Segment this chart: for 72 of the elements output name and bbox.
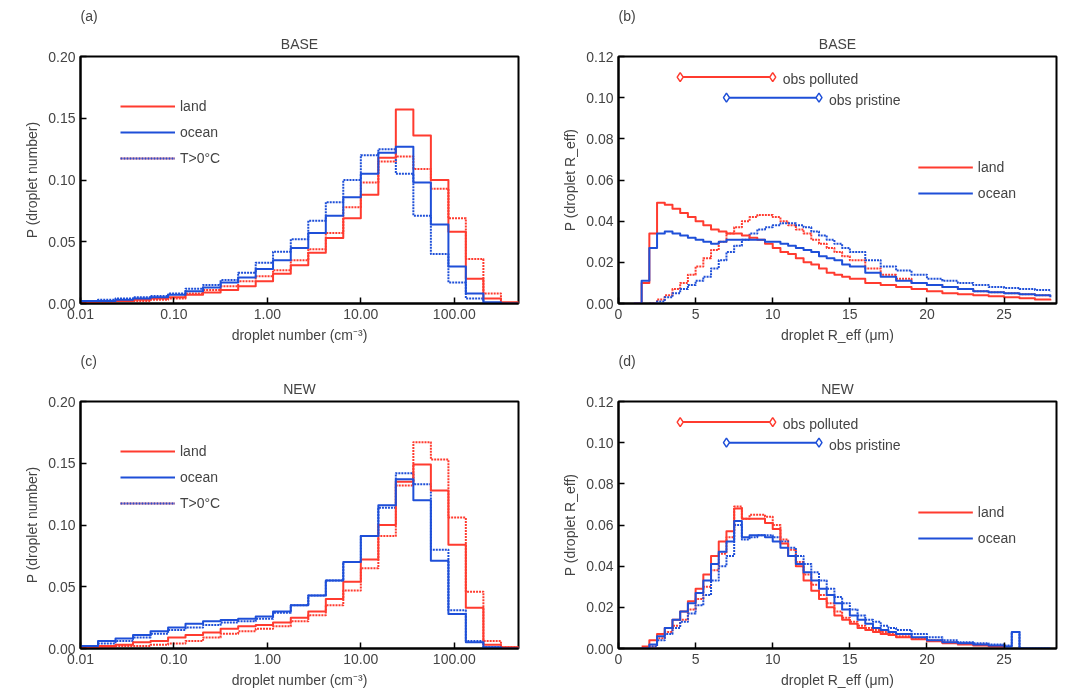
chart-title: BASE <box>818 35 857 52</box>
x-tick-label: 25 <box>996 305 1013 322</box>
y-tick-label: 0.05 <box>48 578 76 595</box>
chart-subtitle: (c) <box>80 352 97 369</box>
x-tick-label: 1.00 <box>253 305 282 322</box>
series-label: obs polluted <box>782 71 859 88</box>
x-tick-label: 20 <box>919 305 935 322</box>
x-tick-label: 10.00 <box>343 305 379 322</box>
y-tick-label: 0.06 <box>586 517 614 533</box>
x-tick-label: 10.00 <box>343 650 379 667</box>
x-axis-title: droplet number (cm⁻³) <box>231 671 368 688</box>
y-tick-label: 0.10 <box>48 172 76 188</box>
x-tick-label: 5 <box>691 650 700 667</box>
x-tick-label: 25 <box>996 650 1013 667</box>
x-tick-label: 5 <box>691 305 700 322</box>
x-tick-label: 15 <box>842 650 858 667</box>
y-tick-label: 0.04 <box>586 213 614 230</box>
y-tick-label: 0.02 <box>586 599 614 616</box>
y-tick-label: 0.20 <box>48 393 76 410</box>
y-tick-label: 0.20 <box>48 48 76 65</box>
legend-label: ocean <box>977 184 1016 201</box>
series-label: obs pristine <box>828 436 901 453</box>
chart-subtitle: (d) <box>618 352 636 369</box>
x-axis-title: droplet number (cm⁻³) <box>231 326 368 343</box>
chart-title: NEW <box>283 380 317 397</box>
legend-label: land <box>977 158 1005 175</box>
y-tick-label: 0.10 <box>586 89 614 106</box>
x-tick-label: 0 <box>614 305 623 322</box>
x-tick-label: 0 <box>614 650 623 667</box>
series-label: obs polluted <box>782 416 859 433</box>
y-tick-label: 0.12 <box>586 48 614 65</box>
y-axis-title: P (droplet R_eff) <box>562 129 579 232</box>
legend-label: land <box>977 503 1005 520</box>
x-tick-label: 10 <box>764 305 781 322</box>
x-tick-label: 100.00 <box>432 305 476 322</box>
series-label: obs pristine <box>828 91 901 108</box>
y-tick-label: 0.15 <box>48 110 76 127</box>
x-axis-title: droplet R_eff (μm) <box>781 671 894 688</box>
y-tick-label: 0.00 <box>586 640 614 657</box>
chart-title: BASE <box>280 35 319 52</box>
annotation: T>0°C <box>180 495 221 511</box>
chart-title: NEW <box>821 380 855 397</box>
y-tick-label: 0.06 <box>586 172 614 188</box>
y-axis-title: P (droplet number) <box>24 121 41 239</box>
chart-subtitle: (a) <box>80 7 98 24</box>
y-tick-label: 0.08 <box>586 475 614 492</box>
legend-label: land <box>180 443 207 459</box>
annotation: T>0°C <box>180 150 221 166</box>
legend-label: ocean <box>977 529 1016 546</box>
x-tick-label: 100.00 <box>432 650 476 667</box>
x-tick-label: 20 <box>919 650 935 667</box>
y-tick-label: 0.10 <box>586 434 614 451</box>
y-tick-label: 0.08 <box>586 130 614 147</box>
y-tick-label: 0.10 <box>48 517 76 533</box>
x-tick-label: 0.10 <box>160 650 188 667</box>
x-axis-title: droplet R_eff (μm) <box>781 326 894 343</box>
legend-label: ocean <box>180 469 219 485</box>
y-tick-label: 0.15 <box>48 455 76 472</box>
legend-label: land <box>180 98 207 114</box>
x-tick-label: 10 <box>764 650 781 667</box>
y-tick-label: 0.02 <box>586 254 614 271</box>
y-tick-label: 0.04 <box>586 558 614 575</box>
y-tick-label: 0.00 <box>586 295 614 312</box>
y-tick-label: 0.12 <box>586 393 614 410</box>
x-tick-label: 0.10 <box>160 305 188 322</box>
y-axis-title: P (droplet R_eff) <box>562 474 579 577</box>
x-tick-label: 15 <box>842 305 858 322</box>
y-axis-title: P (droplet number) <box>24 466 41 584</box>
x-tick-label: 1.00 <box>253 650 282 667</box>
y-tick-label: 0.05 <box>48 233 76 250</box>
legend-label: ocean <box>180 124 219 140</box>
chart-subtitle: (b) <box>618 7 636 24</box>
